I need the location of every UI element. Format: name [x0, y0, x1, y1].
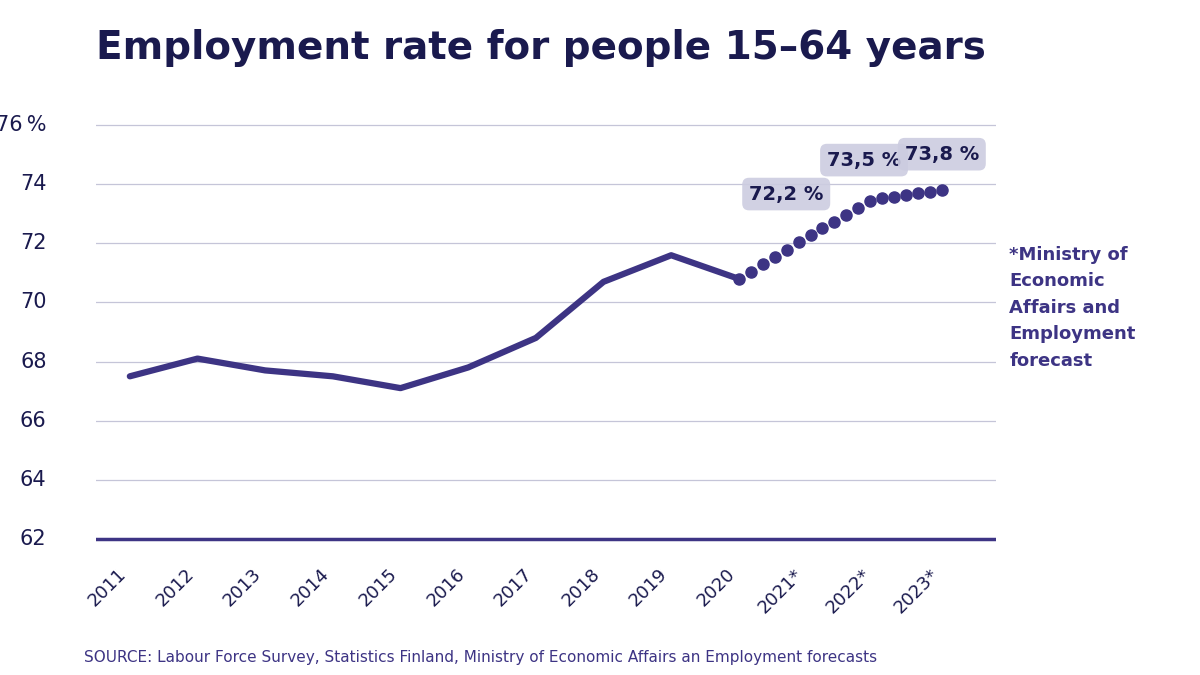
Text: 72,2 %: 72,2 % [749, 184, 823, 235]
Text: 74: 74 [20, 174, 47, 194]
Text: 73,5 %: 73,5 % [827, 151, 901, 196]
Text: 73,8 %: 73,8 % [905, 144, 979, 188]
Text: *Ministry of
Economic
Affairs and
Employment
forecast: *Ministry of Economic Affairs and Employ… [1009, 246, 1136, 370]
Text: 68: 68 [20, 352, 47, 371]
Text: 70: 70 [20, 292, 47, 313]
Text: 76 %: 76 % [0, 115, 47, 135]
Text: SOURCE: Labour Force Survey, Statistics Finland, Ministry of Economic Affairs an: SOURCE: Labour Force Survey, Statistics … [84, 650, 877, 665]
Text: 62: 62 [20, 529, 47, 549]
Text: 72: 72 [20, 234, 47, 253]
Text: Employment rate for people 15–64 years: Employment rate for people 15–64 years [96, 29, 986, 67]
Text: 64: 64 [20, 470, 47, 489]
Text: 66: 66 [19, 410, 47, 431]
